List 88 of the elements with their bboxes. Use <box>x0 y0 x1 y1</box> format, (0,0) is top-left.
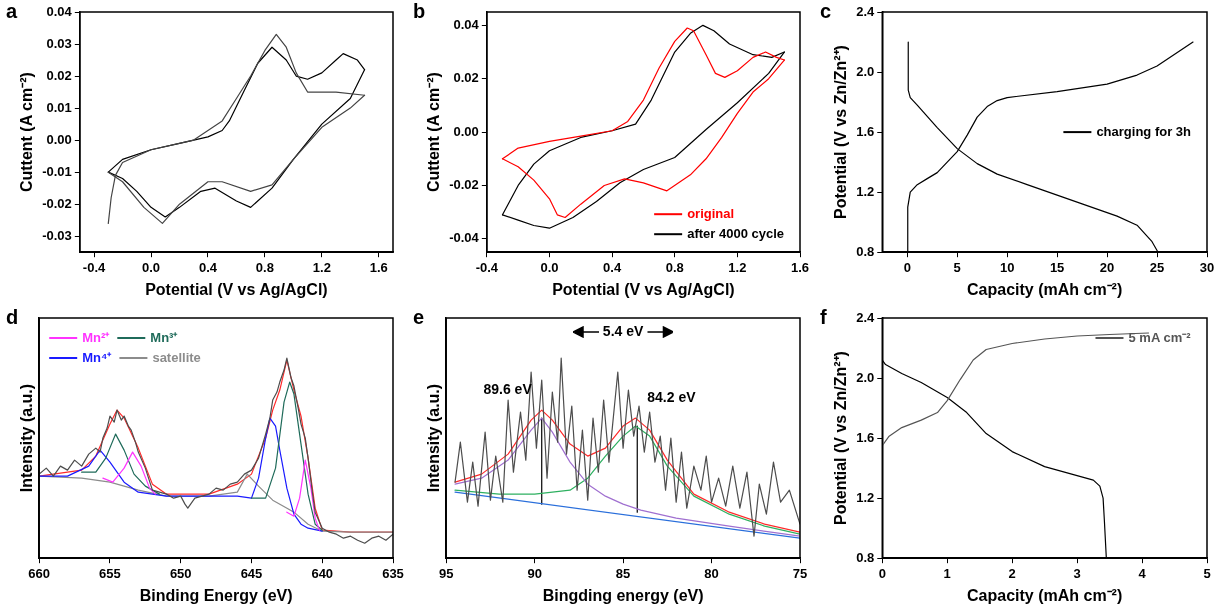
y-tick-label: 2.0 <box>856 63 875 79</box>
x-tick-label: 2 <box>1008 565 1016 581</box>
legend-label: 5 mA cm⁻² <box>1128 329 1192 345</box>
x-tick-label: 5 <box>953 259 961 275</box>
x-tick-label: 85 <box>615 565 631 581</box>
x-axis-title: Bingding energy (eV) <box>542 586 704 604</box>
y-axis-title: Intensity (a.u.) <box>425 383 443 493</box>
x-tick-label: 20 <box>1099 259 1115 275</box>
y-tick-label: 2.4 <box>856 3 876 19</box>
y-tick-label: 0.8 <box>856 243 875 259</box>
x-tick-label: 645 <box>240 565 263 581</box>
y-tick-label: -0.02 <box>42 195 72 211</box>
y-tick-label: 0.8 <box>856 549 875 565</box>
y-axis-title: Cuttent (A cm⁻²) <box>18 72 36 193</box>
x-tick-label: 30 <box>1199 259 1215 275</box>
x-tick-label: 1.2 <box>312 259 331 275</box>
x-tick-label: 75 <box>792 565 808 581</box>
legend-label: satellite <box>152 349 201 365</box>
legend-label: after 4000 cycle <box>687 225 785 241</box>
legend-label: original <box>687 205 735 221</box>
x-tick-label: 660 <box>28 565 51 581</box>
x-axis-title: Potential (V vs Ag/AgCl) <box>552 280 735 298</box>
x-tick-label: 1 <box>943 565 951 581</box>
x-tick-label: 0.0 <box>540 259 559 275</box>
x-tick-label: 1.6 <box>790 259 810 275</box>
x-axis-title: Capacity (mAh cm⁻²) <box>967 586 1123 604</box>
y-tick-label: 0.01 <box>46 99 72 115</box>
y-axis-title: Potential (V vs Zn/Zn²⁺) <box>832 351 850 526</box>
x-tick-label: 650 <box>169 565 192 581</box>
y-tick-label: 0.00 <box>453 123 479 139</box>
legend-label: Mn²⁺ <box>82 329 111 345</box>
x-tick-label: 5 <box>1203 565 1211 581</box>
y-tick-label: -0.04 <box>449 230 480 246</box>
legend-label: Mn³⁺ <box>150 329 179 345</box>
y-tick-label: 0.00 <box>46 131 72 147</box>
x-tick-label: 95 <box>438 565 454 581</box>
annotation: 89.6 eV <box>483 380 533 397</box>
x-tick-label: 655 <box>99 565 121 581</box>
annotation: 84.2 eV <box>647 388 697 405</box>
y-tick-label: 1.6 <box>856 429 875 445</box>
x-tick-label: 0 <box>878 565 886 581</box>
chart-title: d <box>6 306 19 329</box>
chart-title: c <box>820 0 832 23</box>
y-tick-label: 2.0 <box>856 369 875 385</box>
y-tick-label: -0.03 <box>42 227 72 243</box>
y-tick-label: -0.02 <box>449 177 479 193</box>
x-axis-title: Binding Energy (eV) <box>139 586 293 604</box>
x-tick-label: 640 <box>311 565 334 581</box>
chart-title: a <box>6 0 18 23</box>
x-tick-label: 3 <box>1073 565 1081 581</box>
text: 5.4 eV <box>602 322 644 339</box>
x-tick-label: -0.4 <box>475 259 499 275</box>
y-tick-label: 2.4 <box>856 309 876 325</box>
x-axis-title: Capacity (mAh cm⁻²) <box>967 280 1123 298</box>
x-tick-label: 0.4 <box>198 259 218 275</box>
y-tick-label: 0.04 <box>46 3 73 19</box>
x-tick-label: 0.8 <box>665 259 684 275</box>
x-tick-label: 1.6 <box>369 259 388 275</box>
x-axis-title: Potential (V vs Ag/AgCl) <box>145 280 328 298</box>
x-tick-label: 90 <box>527 565 542 581</box>
y-tick-label: 1.2 <box>856 183 875 199</box>
x-tick-label: 10 <box>999 259 1015 275</box>
legend-label: charging for 3h <box>1096 123 1192 139</box>
x-tick-label: 1.2 <box>728 259 747 275</box>
x-tick-label: 80 <box>704 565 719 581</box>
y-axis-title: Intensity (a.u.) <box>18 383 36 493</box>
legend-label: Mn⁴⁺ <box>82 349 113 365</box>
chart-title: f <box>820 306 827 329</box>
y-axis-title: Cuttent (A cm⁻²) <box>425 72 443 193</box>
x-tick-label: 25 <box>1149 259 1165 275</box>
x-tick-label: 0.8 <box>255 259 274 275</box>
y-axis-title: Potential (V vs Zn/Zn²⁺) <box>832 45 850 220</box>
y-tick-label: 1.2 <box>856 489 875 505</box>
x-tick-label: 0 <box>903 259 911 275</box>
x-tick-label: 0.4 <box>603 259 622 275</box>
y-tick-label: 0.04 <box>453 16 480 32</box>
y-tick-label: -0.01 <box>42 163 72 179</box>
chart-title: e <box>413 306 425 329</box>
x-tick-label: 4 <box>1138 565 1147 581</box>
y-tick-label: 1.6 <box>856 123 875 139</box>
x-tick-label: 15 <box>1049 259 1065 275</box>
y-tick-label: 0.02 <box>46 67 72 83</box>
y-tick-label: 0.03 <box>46 35 72 51</box>
x-tick-label: 0.0 <box>141 259 161 275</box>
x-tick-label: 635 <box>382 565 404 581</box>
x-tick-label: -0.4 <box>82 259 107 275</box>
y-tick-label: 0.02 <box>453 70 479 86</box>
chart-title: b <box>413 0 426 23</box>
